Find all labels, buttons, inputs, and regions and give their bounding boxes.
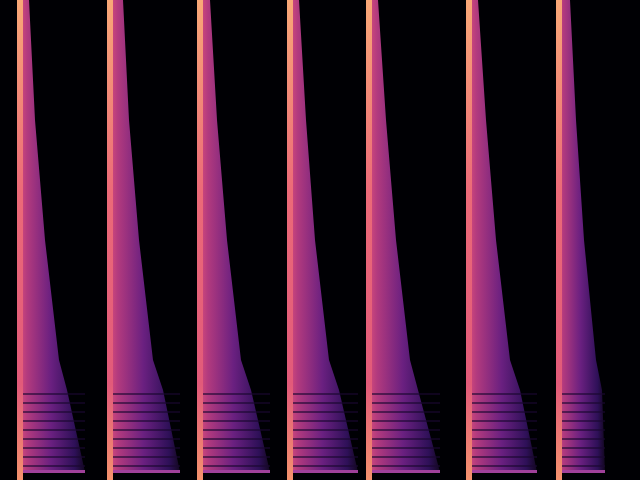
onset — [197, 0, 203, 480]
event — [466, 0, 537, 480]
band-texture — [470, 447, 537, 449]
band-texture — [291, 447, 358, 449]
band-texture — [470, 420, 537, 422]
band-texture — [111, 447, 180, 449]
bottom-band — [287, 470, 358, 473]
decay-area — [366, 0, 440, 472]
event — [287, 0, 358, 480]
band-texture — [370, 456, 440, 458]
band-texture — [291, 402, 358, 404]
band-texture — [21, 447, 85, 449]
band-texture — [21, 438, 85, 440]
band-texture — [111, 456, 180, 458]
band-texture — [21, 456, 85, 458]
spectrogram — [0, 0, 640, 480]
decay-area — [466, 0, 537, 472]
decay-area — [287, 0, 358, 472]
band-texture — [560, 447, 605, 449]
band-texture — [291, 465, 358, 467]
decay-area — [107, 0, 180, 472]
band-texture — [201, 447, 270, 449]
event — [197, 0, 270, 480]
band-texture — [560, 429, 605, 431]
band-texture — [291, 393, 358, 395]
band-texture — [21, 411, 85, 413]
band-texture — [560, 402, 605, 404]
band-texture — [111, 393, 180, 395]
band-texture — [201, 402, 270, 404]
band-texture — [370, 411, 440, 413]
onset — [287, 0, 293, 480]
band-texture — [470, 411, 537, 413]
band-texture — [470, 456, 537, 458]
band-texture — [111, 438, 180, 440]
band-texture — [21, 402, 85, 404]
band-texture — [111, 465, 180, 467]
band-texture — [370, 420, 440, 422]
decay-area — [17, 0, 85, 472]
band-texture — [201, 456, 270, 458]
band-texture — [560, 411, 605, 413]
band-texture — [470, 438, 537, 440]
bottom-band — [466, 470, 537, 473]
decay-area — [556, 0, 605, 472]
band-texture — [291, 456, 358, 458]
bottom-band — [17, 470, 85, 473]
plot-area — [17, 0, 605, 480]
onset — [466, 0, 472, 480]
band-texture — [370, 393, 440, 395]
onset — [107, 0, 113, 480]
band-texture — [291, 411, 358, 413]
bottom-band — [107, 470, 180, 473]
band-texture — [370, 438, 440, 440]
event — [107, 0, 180, 480]
band-texture — [470, 393, 537, 395]
band-texture — [370, 429, 440, 431]
band-texture — [201, 465, 270, 467]
band-texture — [201, 438, 270, 440]
band-texture — [560, 420, 605, 422]
band-texture — [291, 420, 358, 422]
bottom-band — [197, 470, 270, 473]
band-texture — [201, 420, 270, 422]
band-texture — [21, 465, 85, 467]
band-texture — [370, 402, 440, 404]
band-texture — [201, 411, 270, 413]
band-texture — [111, 411, 180, 413]
band-texture — [470, 465, 537, 467]
band-texture — [560, 393, 605, 395]
onset — [366, 0, 372, 480]
decay-area — [197, 0, 270, 472]
background — [0, 0, 640, 480]
event — [366, 0, 440, 480]
bottom-band — [366, 470, 440, 473]
band-texture — [560, 438, 605, 440]
band-texture — [560, 456, 605, 458]
band-texture — [201, 429, 270, 431]
band-texture — [470, 402, 537, 404]
band-texture — [291, 438, 358, 440]
event — [556, 0, 605, 480]
band-texture — [291, 429, 358, 431]
band-texture — [370, 447, 440, 449]
band-texture — [21, 429, 85, 431]
band-texture — [111, 429, 180, 431]
band-texture — [21, 393, 85, 395]
band-texture — [470, 429, 537, 431]
event — [17, 0, 85, 480]
band-texture — [21, 420, 85, 422]
band-texture — [370, 465, 440, 467]
onset — [556, 0, 562, 480]
band-texture — [111, 420, 180, 422]
bottom-band — [556, 470, 605, 473]
band-texture — [111, 402, 180, 404]
band-texture — [201, 393, 270, 395]
onset — [17, 0, 23, 480]
band-texture — [560, 465, 605, 467]
